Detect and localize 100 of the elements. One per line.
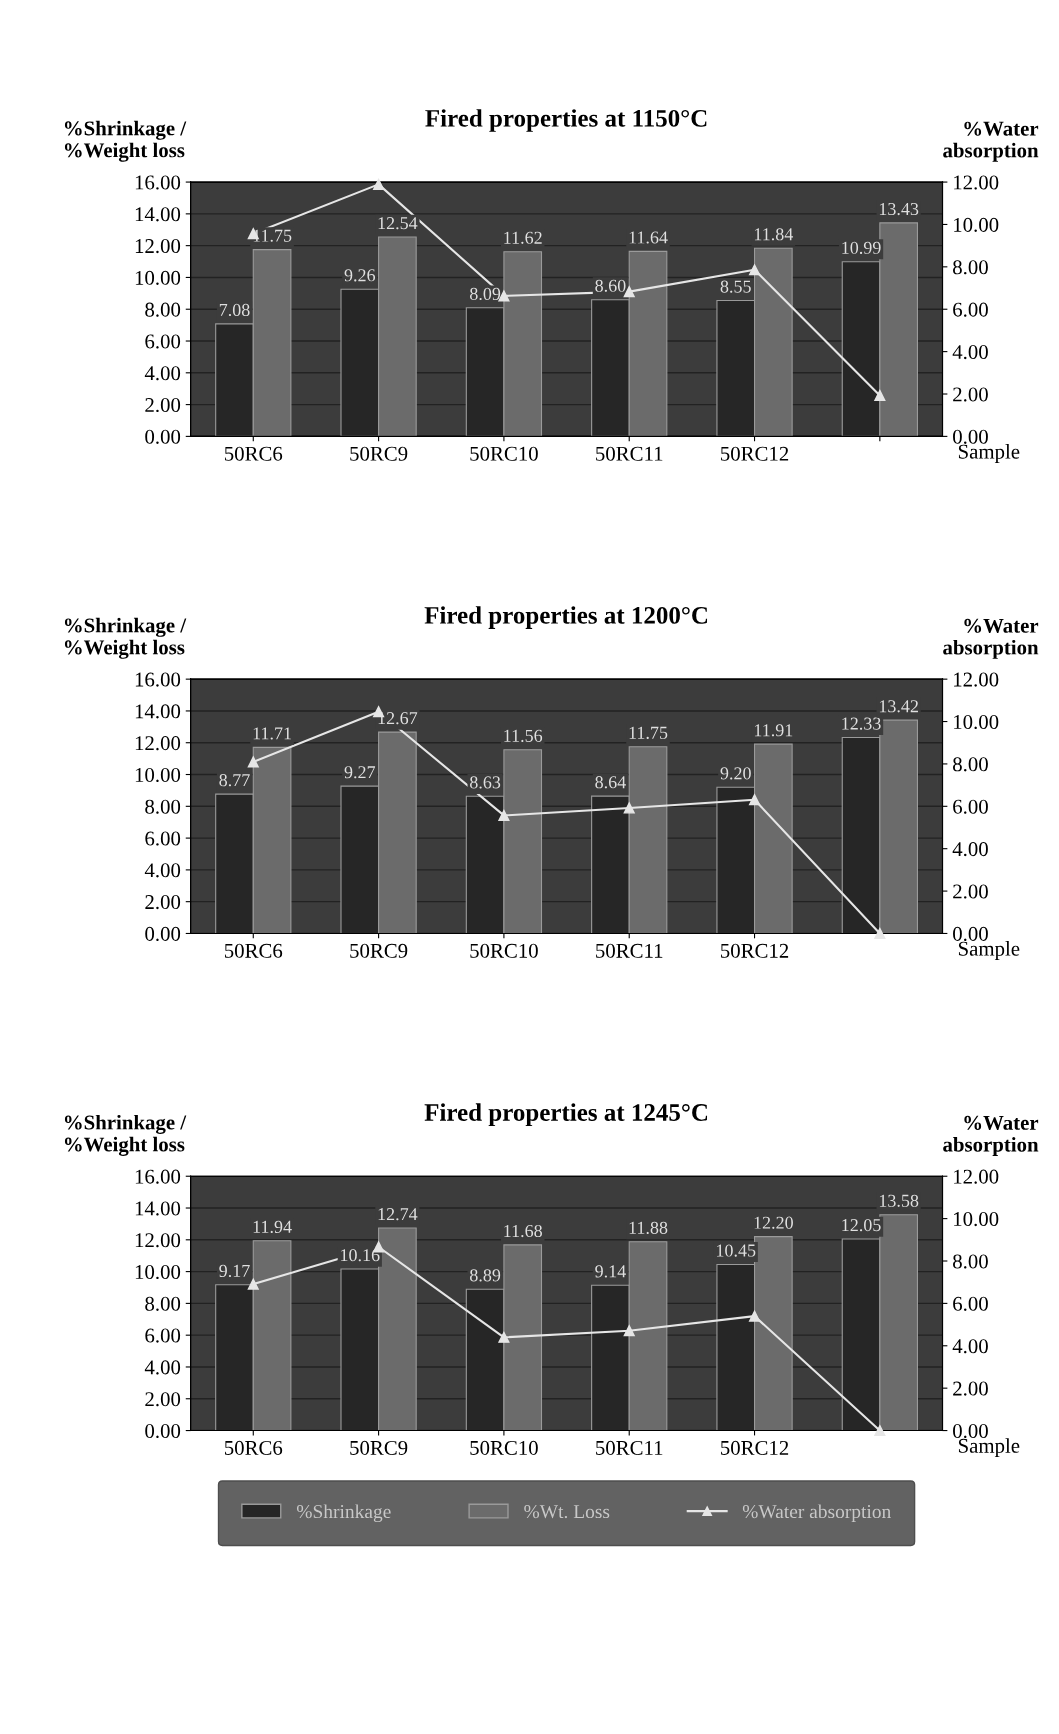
point — [874, 927, 886, 940]
point — [498, 809, 510, 821]
data-label: 9.20 — [720, 767, 751, 780]
x-tick-label: 50RC6 — [224, 446, 283, 461]
data-label: 10.99 — [842, 241, 881, 254]
data-label: 8.55 — [720, 280, 751, 293]
point — [373, 178, 385, 190]
chart-title: Fired properties at 1150°C — [425, 109, 707, 132]
y2-tick-label: 8.00 — [953, 757, 988, 772]
x-tick-label: 50RC6 — [224, 943, 283, 958]
y2-tick-label: 12.00 — [954, 1169, 999, 1184]
y2-tick-label: 0.00 — [953, 1423, 988, 1439]
y-tick-label: 14.00 — [135, 1201, 181, 1216]
data-label: 12.54 — [378, 217, 418, 230]
y-axis-title: %Shrinkage / %Weight loss — [64, 120, 187, 162]
y-tick-label: 6.00 — [145, 334, 181, 349]
data-label: 11.68 — [504, 1224, 542, 1238]
data-label: 9.14 — [595, 1265, 626, 1278]
y2-tick-label: 10.00 — [954, 217, 999, 232]
y2-tick-label: 4.00 — [952, 842, 988, 857]
y-tick-label: 4.00 — [144, 863, 181, 878]
point — [874, 389, 886, 402]
x-tick-label: 50RC12 — [721, 1440, 789, 1455]
y2-axis-title: %Water absorption — [943, 618, 1039, 659]
y2-tick-label: 6.00 — [953, 799, 988, 814]
x-tick-label: 50RC10 — [470, 1440, 538, 1455]
y-tick-label: 10.00 — [135, 270, 181, 285]
y2-tick-label: 6.00 — [953, 302, 988, 317]
y-tick-label: 16.00 — [135, 1169, 181, 1184]
data-label: 11.88 — [629, 1221, 668, 1234]
data-label: 11.94 — [253, 1220, 292, 1234]
y-tick-label: 16.00 — [135, 175, 181, 190]
data-label: 10.45 — [717, 1244, 756, 1257]
x-tick-label: 50RC9 — [350, 943, 408, 958]
y2-axis-title: %Water absorption — [943, 121, 1039, 162]
data-label: 8.77 — [219, 774, 250, 787]
x-tick-label: 50RC11 — [596, 943, 663, 958]
point — [247, 756, 259, 768]
x-axis-title: Sample — [958, 941, 1020, 960]
data-label: 11.75 — [629, 726, 668, 739]
legend-label: %Water absorption — [742, 1504, 891, 1523]
data-label: 11.62 — [504, 231, 542, 244]
y2-tick-label: 0.00 — [953, 429, 988, 444]
y-tick-label: 14.00 — [135, 207, 181, 222]
y-tick-label: 12.00 — [135, 1233, 181, 1248]
y2-tick-label: 6.00 — [953, 1296, 988, 1311]
y-tick-label: 2.00 — [145, 1392, 181, 1407]
point — [748, 794, 761, 806]
x-tick-label: 50RC11 — [596, 446, 663, 461]
x-tick-label: 50RC11 — [596, 1440, 663, 1455]
data-label: 12.33 — [842, 717, 881, 730]
point — [623, 1325, 635, 1337]
data-label: 9.26 — [344, 269, 376, 282]
data-label: 13.42 — [879, 700, 918, 713]
x-tick-label: 50RC12 — [721, 943, 789, 958]
point — [748, 264, 761, 276]
point — [623, 802, 635, 814]
data-label: 11.91 — [754, 724, 793, 737]
chart-title: Fired properties at 1245°C — [424, 1103, 708, 1126]
data-label: 11.71 — [253, 727, 291, 740]
data-label: 8.09 — [470, 287, 501, 301]
y2-tick-label: 2.00 — [953, 1381, 988, 1396]
x-tick-label: 50RC9 — [350, 1440, 408, 1455]
y-tick-label: 0.00 — [145, 1423, 181, 1439]
point — [748, 1310, 761, 1322]
y2-tick-label: 10.00 — [954, 714, 999, 730]
y-tick-label: 16.00 — [135, 672, 181, 687]
x-axis-title: Sample — [958, 1438, 1020, 1458]
y-tick-label: 8.00 — [145, 1296, 181, 1311]
y2-tick-label: 0.00 — [953, 926, 988, 941]
y-tick-label: 8.00 — [145, 302, 181, 317]
legend-label: %Wt. Loss — [524, 1504, 610, 1519]
y2-tick-label: 12.00 — [954, 175, 999, 190]
x-axis-title: Sample — [958, 444, 1020, 463]
x-tick-label: 50RC10 — [470, 446, 538, 461]
data-label: 8.64 — [595, 776, 626, 789]
point — [247, 1278, 259, 1290]
y2-tick-label: 4.00 — [952, 344, 988, 360]
y2-tick-label: 8.00 — [953, 1254, 988, 1269]
y2-tick-label: 8.00 — [953, 260, 988, 275]
y-tick-label: 10.00 — [135, 767, 181, 783]
x-tick-label: 50RC12 — [721, 446, 789, 461]
y-tick-label: 0.00 — [145, 429, 181, 444]
y-tick-label: 12.00 — [135, 736, 181, 751]
data-label: 8.89 — [470, 1269, 501, 1282]
y-tick-label: 2.00 — [145, 895, 181, 910]
data-label: 13.43 — [879, 202, 919, 216]
data-label: 7.08 — [219, 303, 250, 317]
point — [874, 1424, 886, 1437]
point — [498, 1331, 510, 1343]
y-tick-label: 10.00 — [135, 1264, 181, 1280]
data-label: 13.58 — [879, 1194, 919, 1207]
y2-tick-label: 10.00 — [954, 1211, 999, 1227]
legend-label: %Shrinkage — [296, 1504, 391, 1523]
x-tick-label: 50RC9 — [350, 446, 408, 461]
y-tick-label: 6.00 — [145, 831, 181, 846]
x-tick-label: 50RC6 — [224, 1440, 283, 1455]
data-label: 11.64 — [629, 231, 668, 244]
data-label: 11.56 — [504, 729, 543, 742]
x-tick-label: 50RC10 — [470, 943, 538, 958]
